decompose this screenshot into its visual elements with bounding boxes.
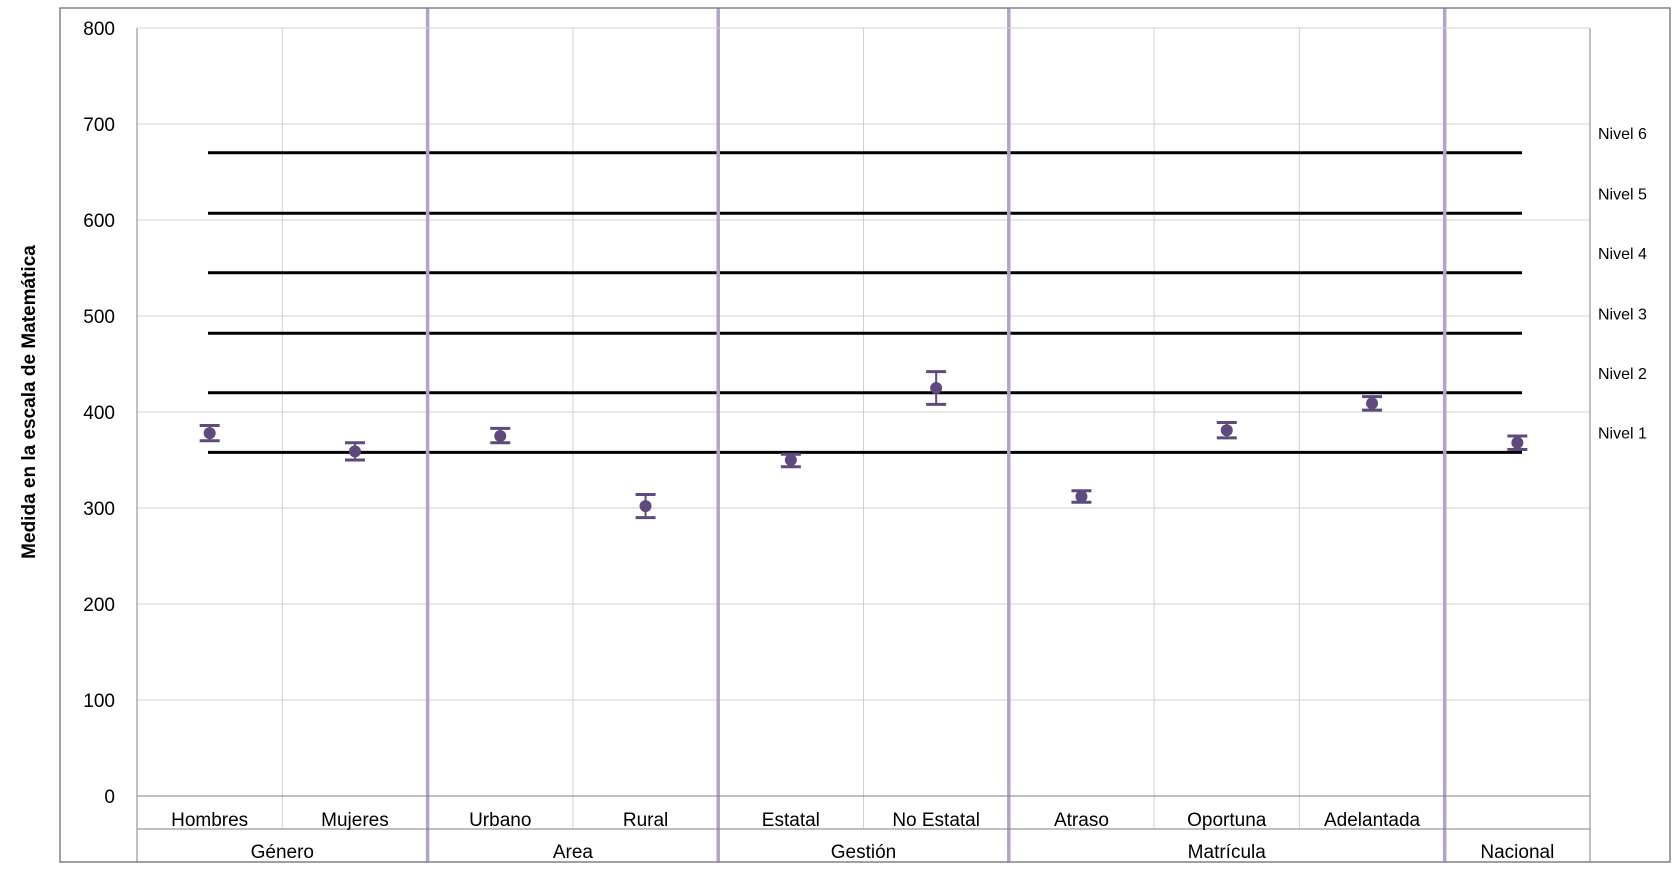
category-label: No Estatal [892,810,980,831]
group-label: Area [553,842,594,863]
y-axis-title: Medida en la escala de Matemática [19,245,40,559]
chart-frame [59,7,1671,863]
category-label: Rural [623,810,668,831]
category-label: Urbano [469,810,531,831]
y-tick-label: 500 [83,307,115,328]
group-dividers [425,8,1447,862]
labels: 0 100 200 300 400 500 600 700 800 Nivel 1 Nivel 2 N… [19,19,1647,863]
group-label: Nacional [1480,842,1554,863]
level-label: Nivel 2 [1598,366,1647,383]
category-label: Atraso [1054,810,1109,831]
mean-point [203,427,216,440]
data-points [199,370,1528,520]
group-label: Matrícula [1188,842,1267,863]
group-label: Género [251,842,314,863]
level-label: Nivel 3 [1598,306,1647,323]
category-label: Adelantada [1324,810,1421,831]
y-tick-label: 600 [83,211,115,232]
group-label: Gestión [831,842,896,863]
axes [59,7,1671,863]
mean-point [1220,424,1233,437]
level-label: Nivel 4 [1598,246,1647,263]
mean-point [1511,436,1524,449]
y-tick-label: 300 [83,499,115,520]
category-label: Estatal [762,810,820,831]
mean-point [930,382,943,394]
y-tick-label: 800 [83,19,115,40]
mean-point [1366,397,1379,410]
mean-point [639,500,652,513]
mean-point [784,454,797,466]
category-label: Hombres [171,810,248,831]
y-tick-label: 200 [83,595,115,616]
level-label: Nivel 1 [1598,425,1647,442]
mean-point [348,445,361,458]
level-lines [208,151,1522,454]
y-tick-label: 700 [83,115,115,136]
category-label: Mujeres [321,810,389,831]
level-label: Nivel 6 [1598,126,1647,143]
category-label: Oportuna [1187,810,1267,831]
gridlines [137,27,1590,829]
level-label: Nivel 5 [1598,186,1647,203]
mean-point [494,430,507,442]
y-tick-label: 400 [83,403,115,424]
y-tick-label: 100 [83,691,115,712]
y-tick-label: 0 [104,787,115,808]
mean-point [1075,490,1088,503]
